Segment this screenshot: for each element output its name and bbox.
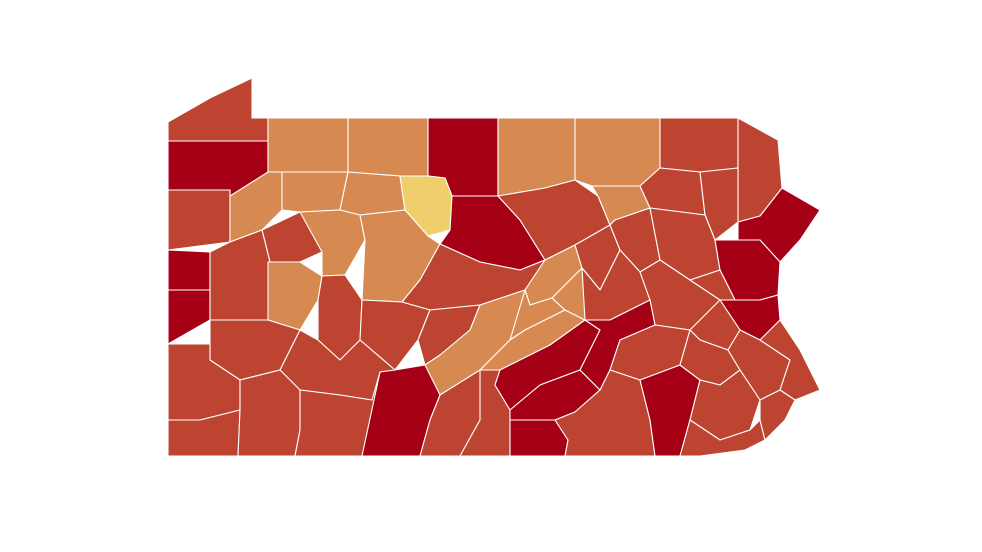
county-elk[interactable] [339, 171, 406, 216]
county-armstrong[interactable] [267, 261, 323, 331]
county-fayette[interactable] [237, 369, 301, 457]
county-susquehanna[interactable] [659, 117, 739, 173]
county-philadelphia[interactable] [759, 389, 796, 441]
county-delaware[interactable] [679, 419, 766, 457]
county-beaver[interactable] [167, 289, 211, 345]
county-lackawanna[interactable] [699, 167, 739, 241]
county-warren[interactable] [267, 117, 349, 173]
county-mckean[interactable] [347, 117, 429, 177]
county-bradford[interactable] [574, 117, 661, 187]
county-jefferson[interactable] [299, 209, 366, 277]
county-mercer[interactable] [167, 189, 231, 251]
county-forest[interactable] [281, 171, 349, 213]
county-lawrence[interactable] [167, 249, 211, 291]
county-bucks[interactable] [759, 319, 821, 401]
county-erie[interactable] [167, 77, 269, 142]
